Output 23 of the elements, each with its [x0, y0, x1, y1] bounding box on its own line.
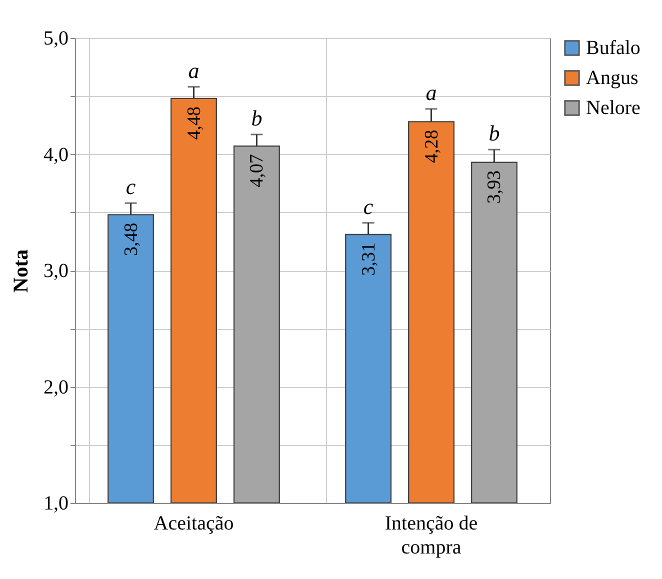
data-label: 4,28 [421, 130, 442, 163]
annotation: a [188, 58, 200, 83]
x-tick-label: Aceitação [154, 512, 234, 534]
data-label: 3,48 [120, 222, 142, 256]
legend-label: Nelore [586, 97, 641, 119]
annotation: c [363, 194, 374, 219]
y-tick-label: 2,0 [44, 376, 68, 398]
legend-label: Bufalo [586, 37, 640, 59]
y-tick-label: 5,0 [44, 28, 68, 50]
y-tick-label: 4,0 [44, 144, 68, 166]
legend-label: Angus [586, 67, 638, 89]
data-label: 4,07 [246, 154, 268, 188]
y-tick-label: 1,0 [44, 492, 68, 514]
annotation: b [251, 105, 262, 130]
x-tick-label: Intenção de compra [384, 512, 478, 558]
y-tick-label: 3,0 [44, 260, 68, 282]
y-axis-title: Nota [8, 248, 32, 293]
annotation: a [426, 80, 437, 105]
annotation: b [488, 120, 500, 146]
data-label: 3,93 [484, 170, 506, 204]
annotation: c [126, 174, 136, 200]
data-label: 3,31 [358, 242, 380, 276]
data-label: 4,48 [184, 106, 205, 140]
